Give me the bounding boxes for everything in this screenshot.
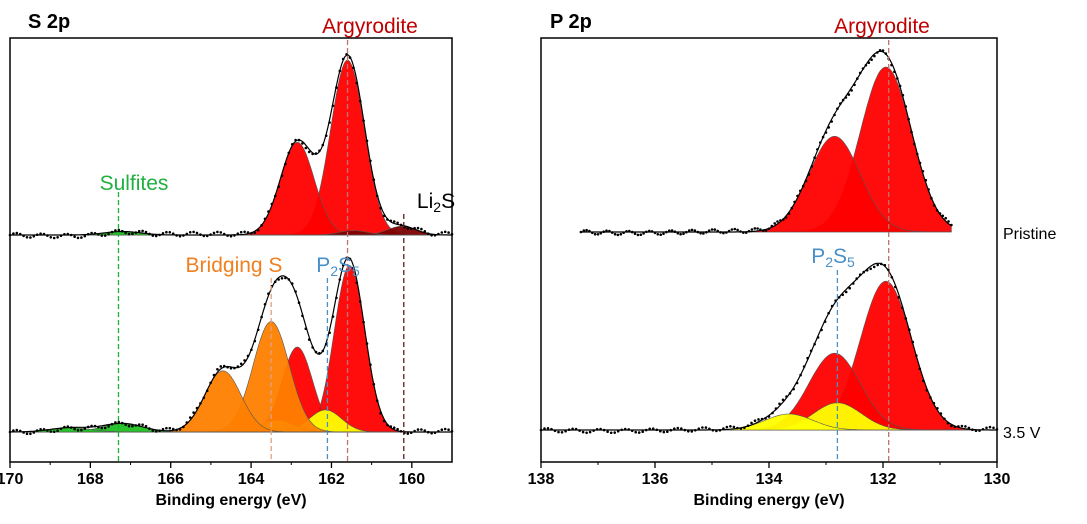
p2p-p2s5-sub-a: 2	[825, 254, 833, 270]
component-1-1-0	[541, 280, 997, 431]
p2p-spectra	[539, 49, 999, 435]
data-points-1-0	[579, 49, 953, 237]
component-0-0-0	[10, 59, 452, 236]
s2p-panel-title: S 2p	[28, 11, 70, 33]
s2p-li2s-label: Li2S	[417, 190, 455, 215]
s2p-reference-lines	[117, 40, 405, 462]
s2p-x-axis-title: Binding energy (eV)	[155, 492, 306, 509]
s2p-p2s5-text-b: S	[338, 254, 352, 277]
spectrum-label-pristine: Pristine	[1003, 226, 1056, 243]
x-tick-label-1-1: 136	[642, 471, 669, 488]
p2p-p2s5-label: P2S5	[811, 245, 855, 270]
p2p-reference-lines	[836, 40, 890, 462]
p2p-p2s5-sub-b: 5	[847, 254, 855, 270]
s2p-li2s-text-b: S	[441, 190, 455, 213]
s2p-sulfites-text: Sulfites	[100, 172, 169, 195]
s2p-p2s5-label: P2S5	[316, 254, 360, 279]
p2p-x-ticks: 138 136 134 132 130	[528, 462, 1011, 488]
x-tick-label-0-4: 162	[318, 471, 345, 488]
s2p-x-ticks: 170 168 166 164 162 160	[0, 462, 425, 488]
p2p-argyrodite-label: Argyrodite	[834, 15, 930, 38]
p2p-panel-title: P 2p	[550, 11, 592, 33]
p2p-argyrodite-text: Argyrodite	[834, 15, 930, 38]
p2p-p2s5-text-b: S	[833, 245, 847, 268]
s2p-spectra	[8, 53, 454, 436]
x-tick-label-0-1: 168	[77, 471, 104, 488]
s2p-li2s-sub: 2	[433, 199, 441, 215]
s2p-p2s5-sub-a: 2	[330, 263, 338, 279]
p2p-x-axis-title: Binding energy (eV)	[693, 492, 844, 509]
s2p-p2s5-sub-b: 5	[352, 263, 360, 279]
x-tick-label-1-2: 134	[756, 471, 783, 488]
s2p-sulfites-label: Sulfites	[100, 172, 169, 195]
s2p-p2s5-text-a: P	[316, 254, 330, 277]
s2p-argyrodite-text: Argyrodite	[322, 15, 418, 38]
spectrum-label-3-5v: 3.5 V	[1003, 425, 1041, 442]
x-tick-label-0-5: 160	[398, 471, 425, 488]
s2p-li2s-text-a: Li	[417, 190, 433, 213]
s2p-bridging-label: Bridging S	[186, 254, 283, 277]
s2p-argyrodite-label: Argyrodite	[322, 15, 418, 38]
x-tick-label-1-4: 130	[984, 471, 1011, 488]
data-points-0-0	[8, 53, 454, 240]
envelope-0-0	[10, 54, 452, 236]
x-tick-label-0-3: 164	[238, 471, 265, 488]
p2p-p2s5-text-a: P	[811, 245, 825, 268]
x-tick-label-1-0: 138	[528, 471, 555, 488]
x-tick-label-0-2: 166	[157, 471, 184, 488]
s2p-panel: S 2p 170 168 166 164 162 160 Binding energy (…	[0, 11, 455, 509]
p2p-panel: P 2p 138 136 134 132 130 Binding energy (eV)…	[528, 11, 1057, 509]
component-1-0-0	[580, 66, 952, 233]
s2p-bridging-text: Bridging S	[186, 254, 283, 277]
x-tick-label-1-3: 132	[870, 471, 897, 488]
x-tick-label-0-0: 170	[0, 471, 23, 488]
data-points-1-1	[539, 262, 999, 435]
s2p-plot-frame	[9, 37, 453, 463]
